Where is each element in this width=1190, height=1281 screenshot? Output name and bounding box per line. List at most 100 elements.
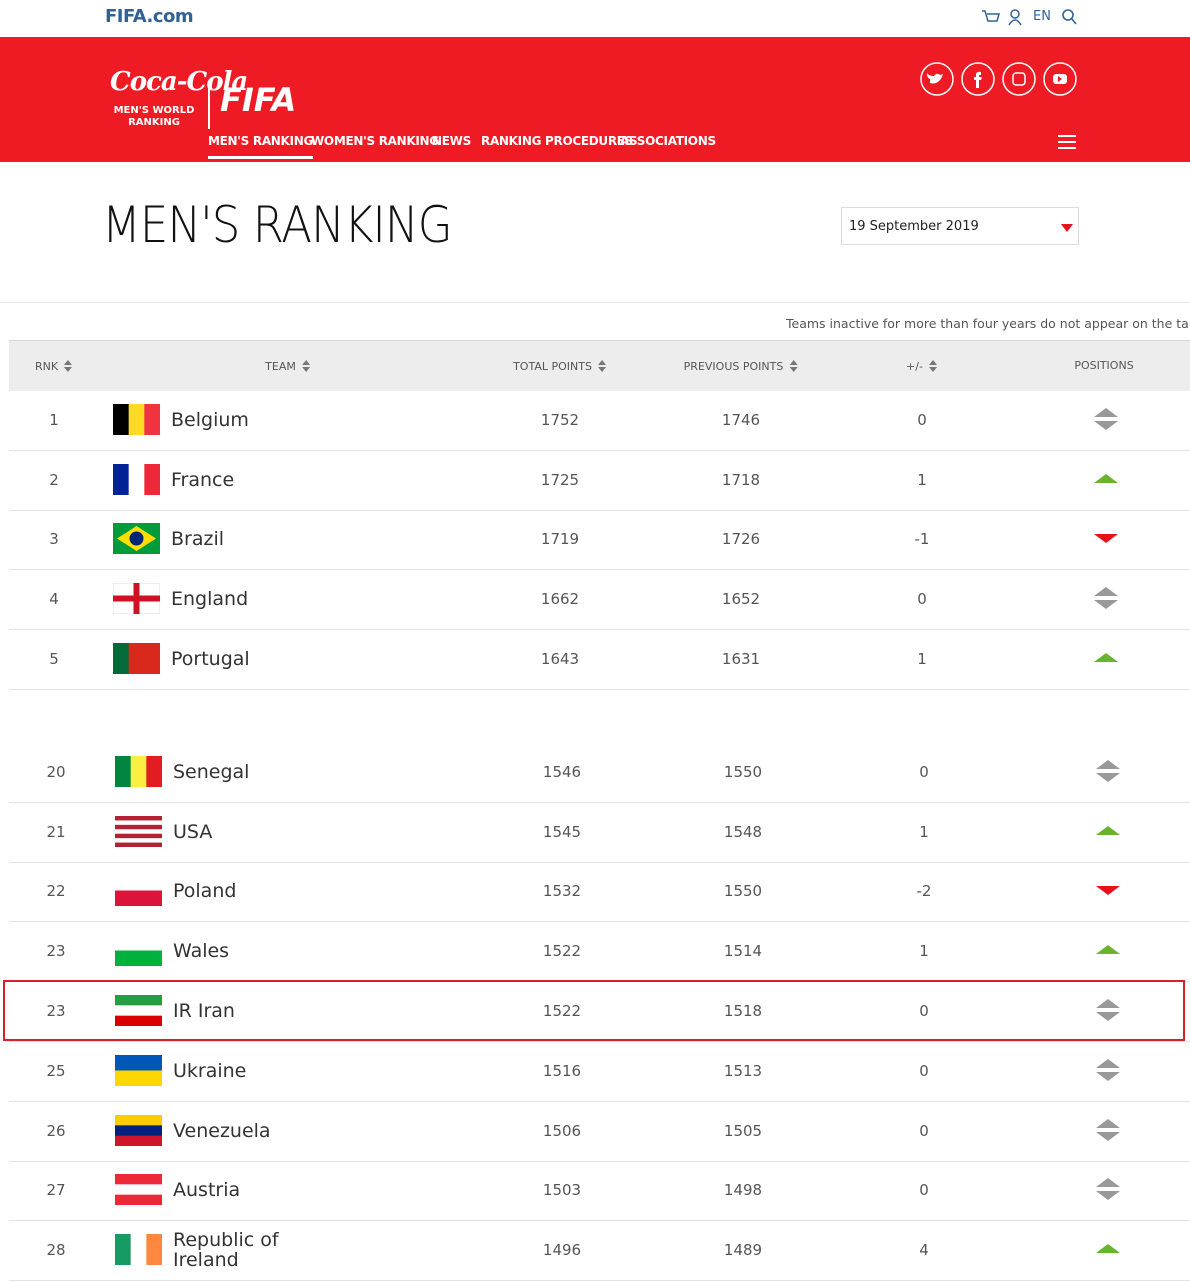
user-icon[interactable]	[1010, 9, 1020, 19]
nav-item[interactable]: MEN'S RANKING	[208, 134, 313, 159]
table-row: 4 England 1662 1652 0	[0, 569, 1190, 629]
sponsor-logo: Coca-Cola	[110, 67, 248, 97]
team-name[interactable]: Austria	[173, 1179, 241, 1202]
flag-stripe	[115, 995, 162, 1006]
flag-stripe	[146, 755, 162, 787]
position-icon	[1096, 945, 1120, 955]
position-icon	[1094, 653, 1118, 663]
team-name[interactable]: England	[171, 588, 249, 611]
column-header[interactable]: RNK	[35, 359, 73, 373]
cell-previous: 1652	[721, 590, 761, 609]
position-icon	[1096, 1058, 1120, 1081]
team-name[interactable]: USA	[173, 820, 213, 843]
column-header[interactable]: PREVIOUS POINTS	[684, 359, 799, 373]
trend-up	[1094, 473, 1118, 483]
team-name[interactable]: Portugal	[171, 648, 250, 671]
team-name[interactable]: Senegal	[173, 760, 250, 783]
nav-item[interactable]: NEWS	[432, 134, 471, 148]
cart-icon[interactable]	[982, 10, 1000, 22]
team-name[interactable]: Poland	[173, 880, 237, 903]
youtube-icon[interactable]	[1043, 62, 1077, 96]
cell-previous: 1518	[723, 1002, 763, 1021]
cell-rank: 1	[49, 410, 59, 429]
flag-stripe	[115, 1184, 162, 1196]
team-name[interactable]: Wales	[173, 940, 230, 963]
table-row: 1 Belgium 1752 1746 0	[0, 390, 1190, 450]
flag-stripe	[115, 1114, 162, 1126]
row-divider	[9, 921, 1190, 923]
search-icon-handle	[1071, 18, 1077, 25]
cell-rank: 5	[49, 650, 59, 669]
sort-up	[301, 360, 310, 365]
flag-stripe	[115, 875, 162, 892]
team-name[interactable]: Brazil	[171, 528, 225, 551]
cell-change: 0	[917, 410, 927, 429]
site-logo[interactable]: FIFA.com	[105, 6, 194, 27]
search-icon[interactable]	[1062, 9, 1074, 21]
twitter-glyph	[927, 73, 943, 84]
user-icon-body	[1008, 19, 1022, 26]
menu-icon[interactable]	[1058, 134, 1078, 150]
sort-down	[64, 367, 73, 372]
twitter-icon[interactable]	[920, 62, 954, 96]
trend-same-up	[1096, 1178, 1120, 1188]
position-icon	[1094, 407, 1118, 430]
flag-stripe	[115, 890, 162, 907]
flag-stripe	[115, 1015, 162, 1027]
date-select[interactable]: 19 September 2019	[841, 207, 1079, 245]
cell-previous: 1550	[723, 762, 763, 781]
cell-total: 1522	[542, 942, 582, 961]
nav-item[interactable]: ASSOCIATIONS	[620, 134, 716, 148]
cell-change: -1	[914, 530, 930, 549]
flag-stripe	[115, 1125, 162, 1136]
language[interactable]: EN	[1033, 9, 1051, 24]
cell-previous: 1550	[723, 882, 763, 901]
flag-stripe	[115, 842, 162, 847]
table-row: 21 USA 1545 1548 1	[0, 802, 1190, 862]
row-divider	[9, 1220, 1190, 1222]
position-icon	[1096, 999, 1120, 1022]
nav-item[interactable]: WOMEN'S RANKING	[311, 134, 439, 148]
trend-down	[1096, 886, 1120, 896]
team-name[interactable]: Republic of Ireland	[173, 1229, 279, 1272]
team-name[interactable]: Ukraine	[173, 1059, 247, 1082]
team-name[interactable]: France	[171, 468, 235, 491]
column-header[interactable]: +/-	[906, 359, 938, 373]
team-name[interactable]: Belgium	[171, 408, 249, 431]
cell-total: 1546	[542, 762, 582, 781]
cell-rank: 23	[46, 1002, 66, 1021]
facebook-icon[interactable]	[961, 62, 995, 96]
row-divider	[9, 449, 1190, 451]
trend-same-down	[1096, 1191, 1120, 1201]
trend-same-up	[1094, 587, 1118, 597]
brand-logo: FIFA	[220, 81, 297, 119]
instagram-icon[interactable]	[1002, 62, 1036, 96]
table-row: 23 Wales 1522 1514 1	[0, 921, 1190, 981]
row-divider	[9, 861, 1190, 863]
team-flag	[115, 755, 162, 787]
flag-stripe	[128, 463, 145, 495]
team-flag	[115, 815, 162, 847]
table-row: 26 Venezuela 1506 1505 0	[0, 1101, 1190, 1161]
position-icon	[1096, 1118, 1120, 1141]
logo-divider	[208, 81, 210, 129]
column-header[interactable]: TOTAL POINTS	[513, 359, 607, 373]
cell-change: 1	[917, 470, 927, 489]
nav-item[interactable]: RANKING PROCEDURES	[481, 134, 634, 148]
sort-icon	[597, 360, 606, 372]
date-value: 19 September 2019	[849, 219, 979, 234]
position-icon	[1096, 1178, 1120, 1201]
cell-previous: 1726	[721, 530, 761, 549]
cell-rank: 21	[46, 822, 66, 841]
trend-same-down	[1094, 600, 1118, 610]
youtube-play	[1058, 76, 1062, 82]
cell-change: 0	[919, 1121, 929, 1140]
team-name[interactable]: IR Iran	[173, 1000, 235, 1023]
table-row: 23 IR Iran 1522 1518 0	[0, 981, 1190, 1041]
team-name[interactable]: Venezuela	[173, 1119, 271, 1142]
sort-up	[64, 360, 73, 365]
column-header[interactable]: TEAM	[265, 359, 311, 373]
cell-change: 0	[919, 1061, 929, 1080]
flag-stripe	[144, 403, 160, 435]
